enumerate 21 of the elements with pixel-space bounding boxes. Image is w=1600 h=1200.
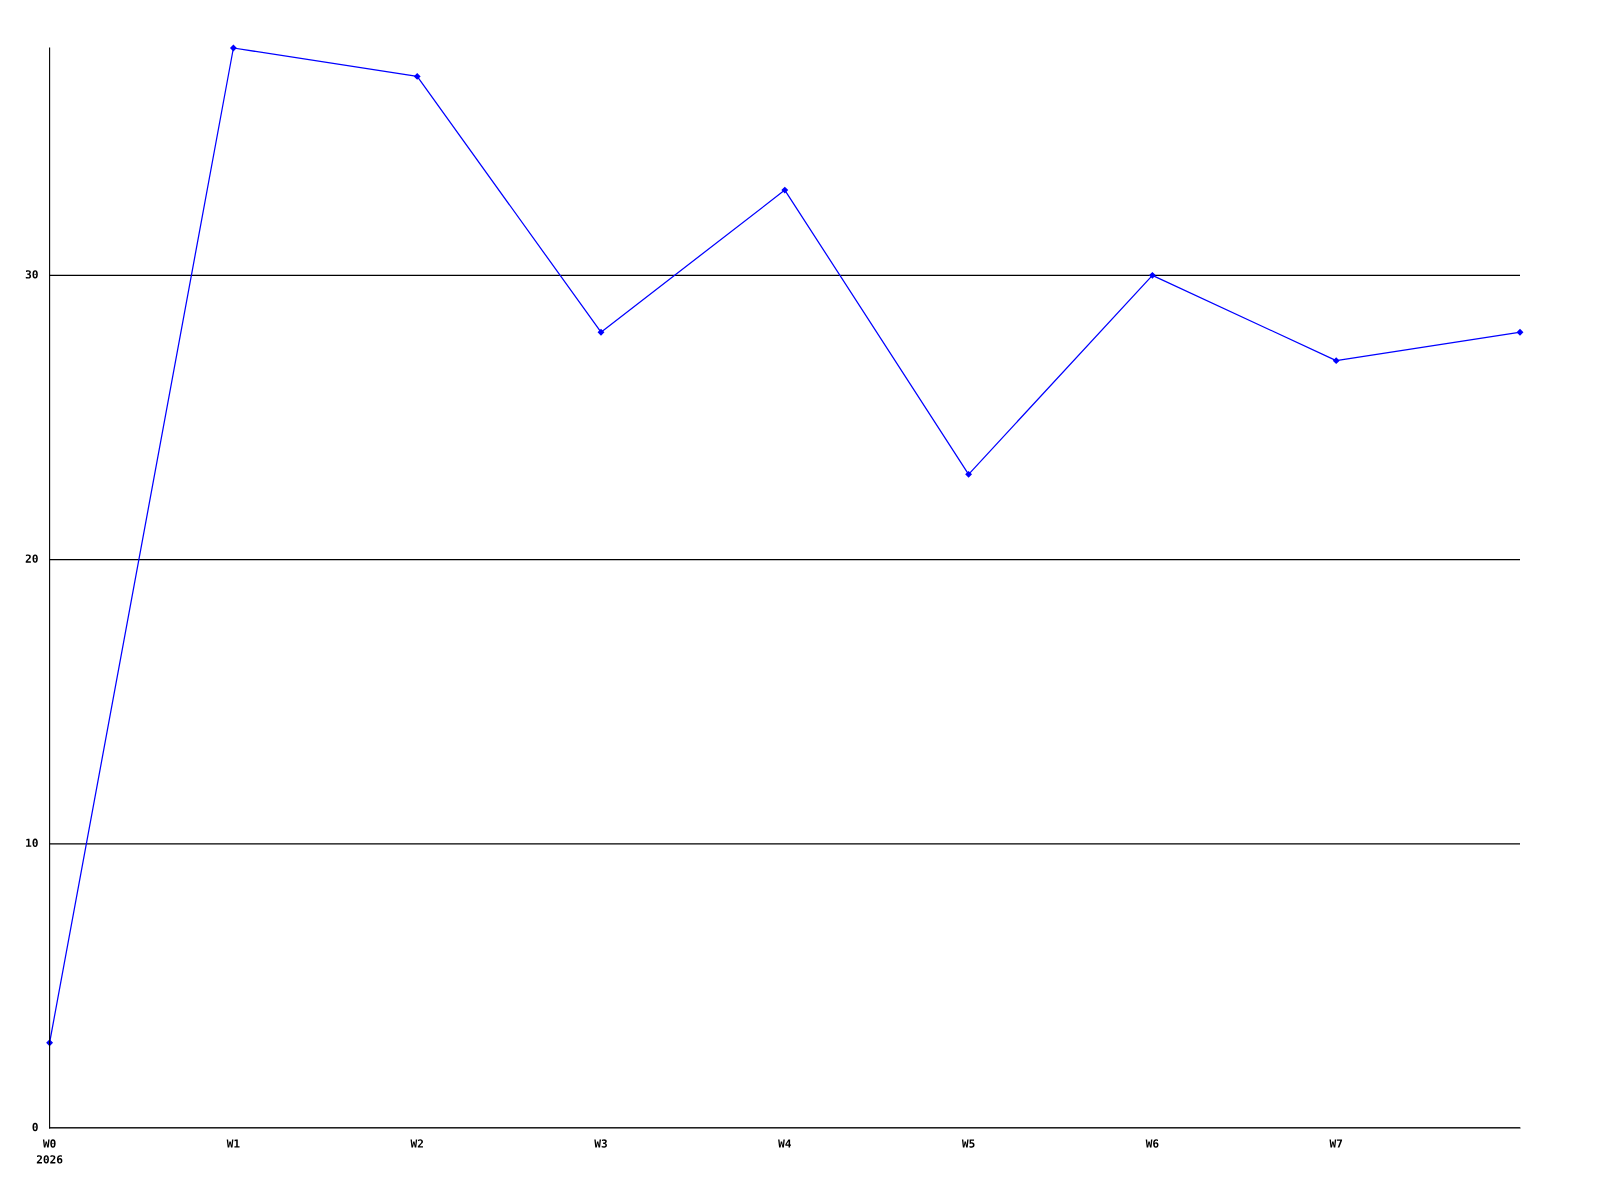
x-tick-label: W5 [961,1139,975,1148]
point [1149,272,1156,279]
point [597,329,605,336]
y-tick-label: 10 [26,838,38,848]
y-tick-label: 0 [32,1122,38,1132]
x-tick-label: W4 [778,1139,791,1148]
point [965,471,972,478]
point [1333,357,1340,364]
point [781,186,788,194]
y-tick-label: 20 [25,554,38,563]
x-tick-label: W6 [1145,1139,1159,1148]
x-tick-label: W2 [410,1139,423,1148]
y-tick-label: 30 [25,270,38,279]
point [1516,329,1524,336]
point [230,44,237,52]
point [414,73,421,80]
text: 2026 [36,1155,63,1164]
x-tick-label: W0 [42,1139,56,1148]
x-tick-label: W3 [594,1139,607,1148]
x-tick-label: W1 [226,1139,240,1148]
x-tick-label: W7 [1329,1139,1343,1148]
